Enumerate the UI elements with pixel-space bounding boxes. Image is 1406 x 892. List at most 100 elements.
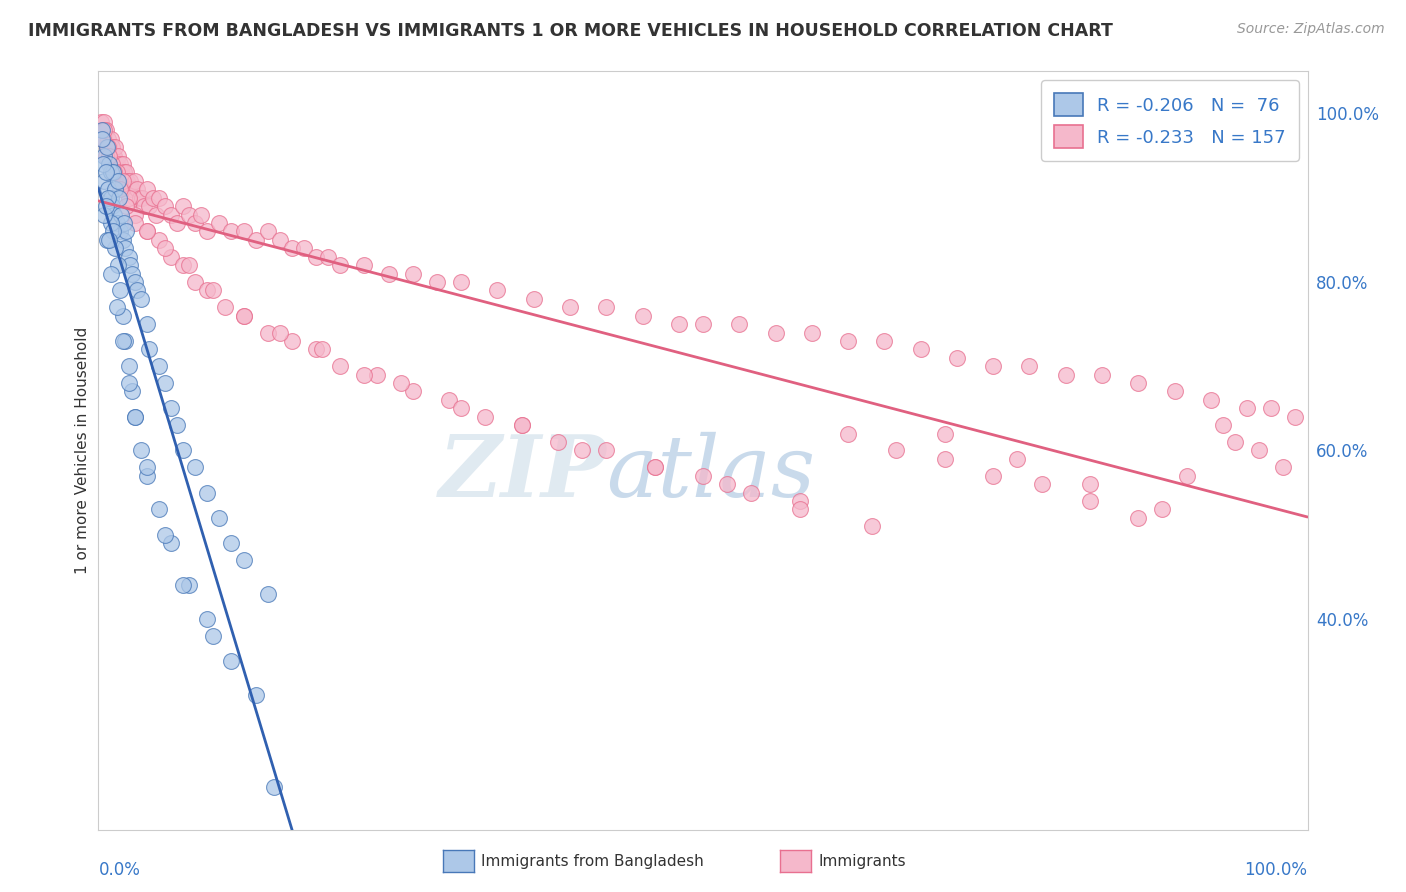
Point [103, 208, 125, 222]
Point [558, 300, 581, 314]
Point [148, 359, 170, 374]
Point [245, 688, 267, 702]
Point [135, 182, 157, 196]
Point [692, 468, 714, 483]
Point [105, 165, 128, 179]
Point [153, 376, 176, 390]
Point [172, 443, 194, 458]
Point [114, 334, 136, 348]
Legend: R = -0.206   N =  76, R = -0.233   N = 157: R = -0.206 N = 76, R = -0.233 N = 157 [1042, 80, 1299, 161]
Point [104, 140, 127, 154]
Point [195, 224, 218, 238]
Point [135, 468, 157, 483]
Point [305, 250, 328, 264]
Point [93, 123, 115, 137]
Point [135, 224, 157, 238]
Point [179, 578, 201, 592]
Point [118, 359, 141, 374]
Point [108, 157, 131, 171]
Point [103, 148, 125, 162]
Point [179, 258, 201, 272]
Point [837, 426, 859, 441]
Point [100, 216, 122, 230]
Point [329, 258, 352, 272]
Point [1249, 443, 1271, 458]
Point [105, 216, 128, 230]
Point [595, 300, 617, 314]
Point [946, 351, 969, 365]
Point [1078, 477, 1101, 491]
Point [184, 216, 207, 230]
Point [124, 174, 146, 188]
Point [184, 460, 207, 475]
Point [311, 343, 333, 357]
Point [377, 267, 399, 281]
Point [232, 309, 254, 323]
Point [91, 132, 114, 146]
Point [117, 174, 139, 188]
Point [1163, 384, 1185, 399]
Point [124, 409, 146, 424]
Point [107, 174, 129, 188]
Point [91, 132, 114, 146]
Point [256, 326, 278, 340]
Text: Immigrants: Immigrants [818, 855, 905, 869]
Point [118, 174, 141, 188]
Point [118, 182, 141, 196]
Point [118, 191, 141, 205]
Point [111, 309, 134, 323]
Point [129, 292, 152, 306]
Point [121, 384, 143, 399]
Text: Immigrants from Bangladesh: Immigrants from Bangladesh [481, 855, 703, 869]
Point [1152, 502, 1174, 516]
Point [114, 174, 136, 188]
Point [108, 182, 131, 196]
Point [208, 216, 231, 230]
Point [111, 233, 134, 247]
Point [153, 527, 176, 541]
Point [127, 284, 149, 298]
Point [305, 343, 328, 357]
Point [127, 182, 149, 196]
Point [91, 123, 114, 137]
Point [934, 426, 956, 441]
Point [256, 587, 278, 601]
Point [1018, 359, 1040, 374]
Point [124, 208, 146, 222]
Text: IMMIGRANTS FROM BANGLADESH VS IMMIGRANTS 1 OR MORE VEHICLES IN HOUSEHOLD CORRELA: IMMIGRANTS FROM BANGLADESH VS IMMIGRANTS… [28, 22, 1114, 40]
Point [402, 267, 425, 281]
Point [110, 208, 132, 222]
Point [100, 132, 122, 146]
Point [111, 334, 134, 348]
Point [98, 157, 121, 171]
Point [100, 140, 122, 154]
Point [93, 174, 115, 188]
Point [96, 140, 118, 154]
Point [221, 224, 243, 238]
Point [90, 115, 112, 129]
Point [124, 191, 146, 205]
Point [190, 208, 212, 222]
Point [93, 148, 115, 162]
Point [101, 224, 124, 238]
Point [571, 443, 593, 458]
Point [145, 208, 167, 222]
Point [256, 224, 278, 238]
Point [120, 182, 142, 196]
Point [97, 191, 120, 205]
Point [135, 224, 157, 238]
Text: Source: ZipAtlas.com: Source: ZipAtlas.com [1237, 22, 1385, 37]
Point [166, 216, 188, 230]
Point [134, 199, 156, 213]
Point [124, 275, 146, 289]
Point [1272, 460, 1295, 475]
Point [934, 451, 956, 466]
Point [644, 460, 666, 475]
Point [100, 267, 122, 281]
Point [595, 443, 617, 458]
Point [523, 292, 546, 306]
Point [112, 165, 135, 179]
Point [1236, 401, 1258, 416]
Point [789, 494, 811, 508]
Point [837, 334, 859, 348]
